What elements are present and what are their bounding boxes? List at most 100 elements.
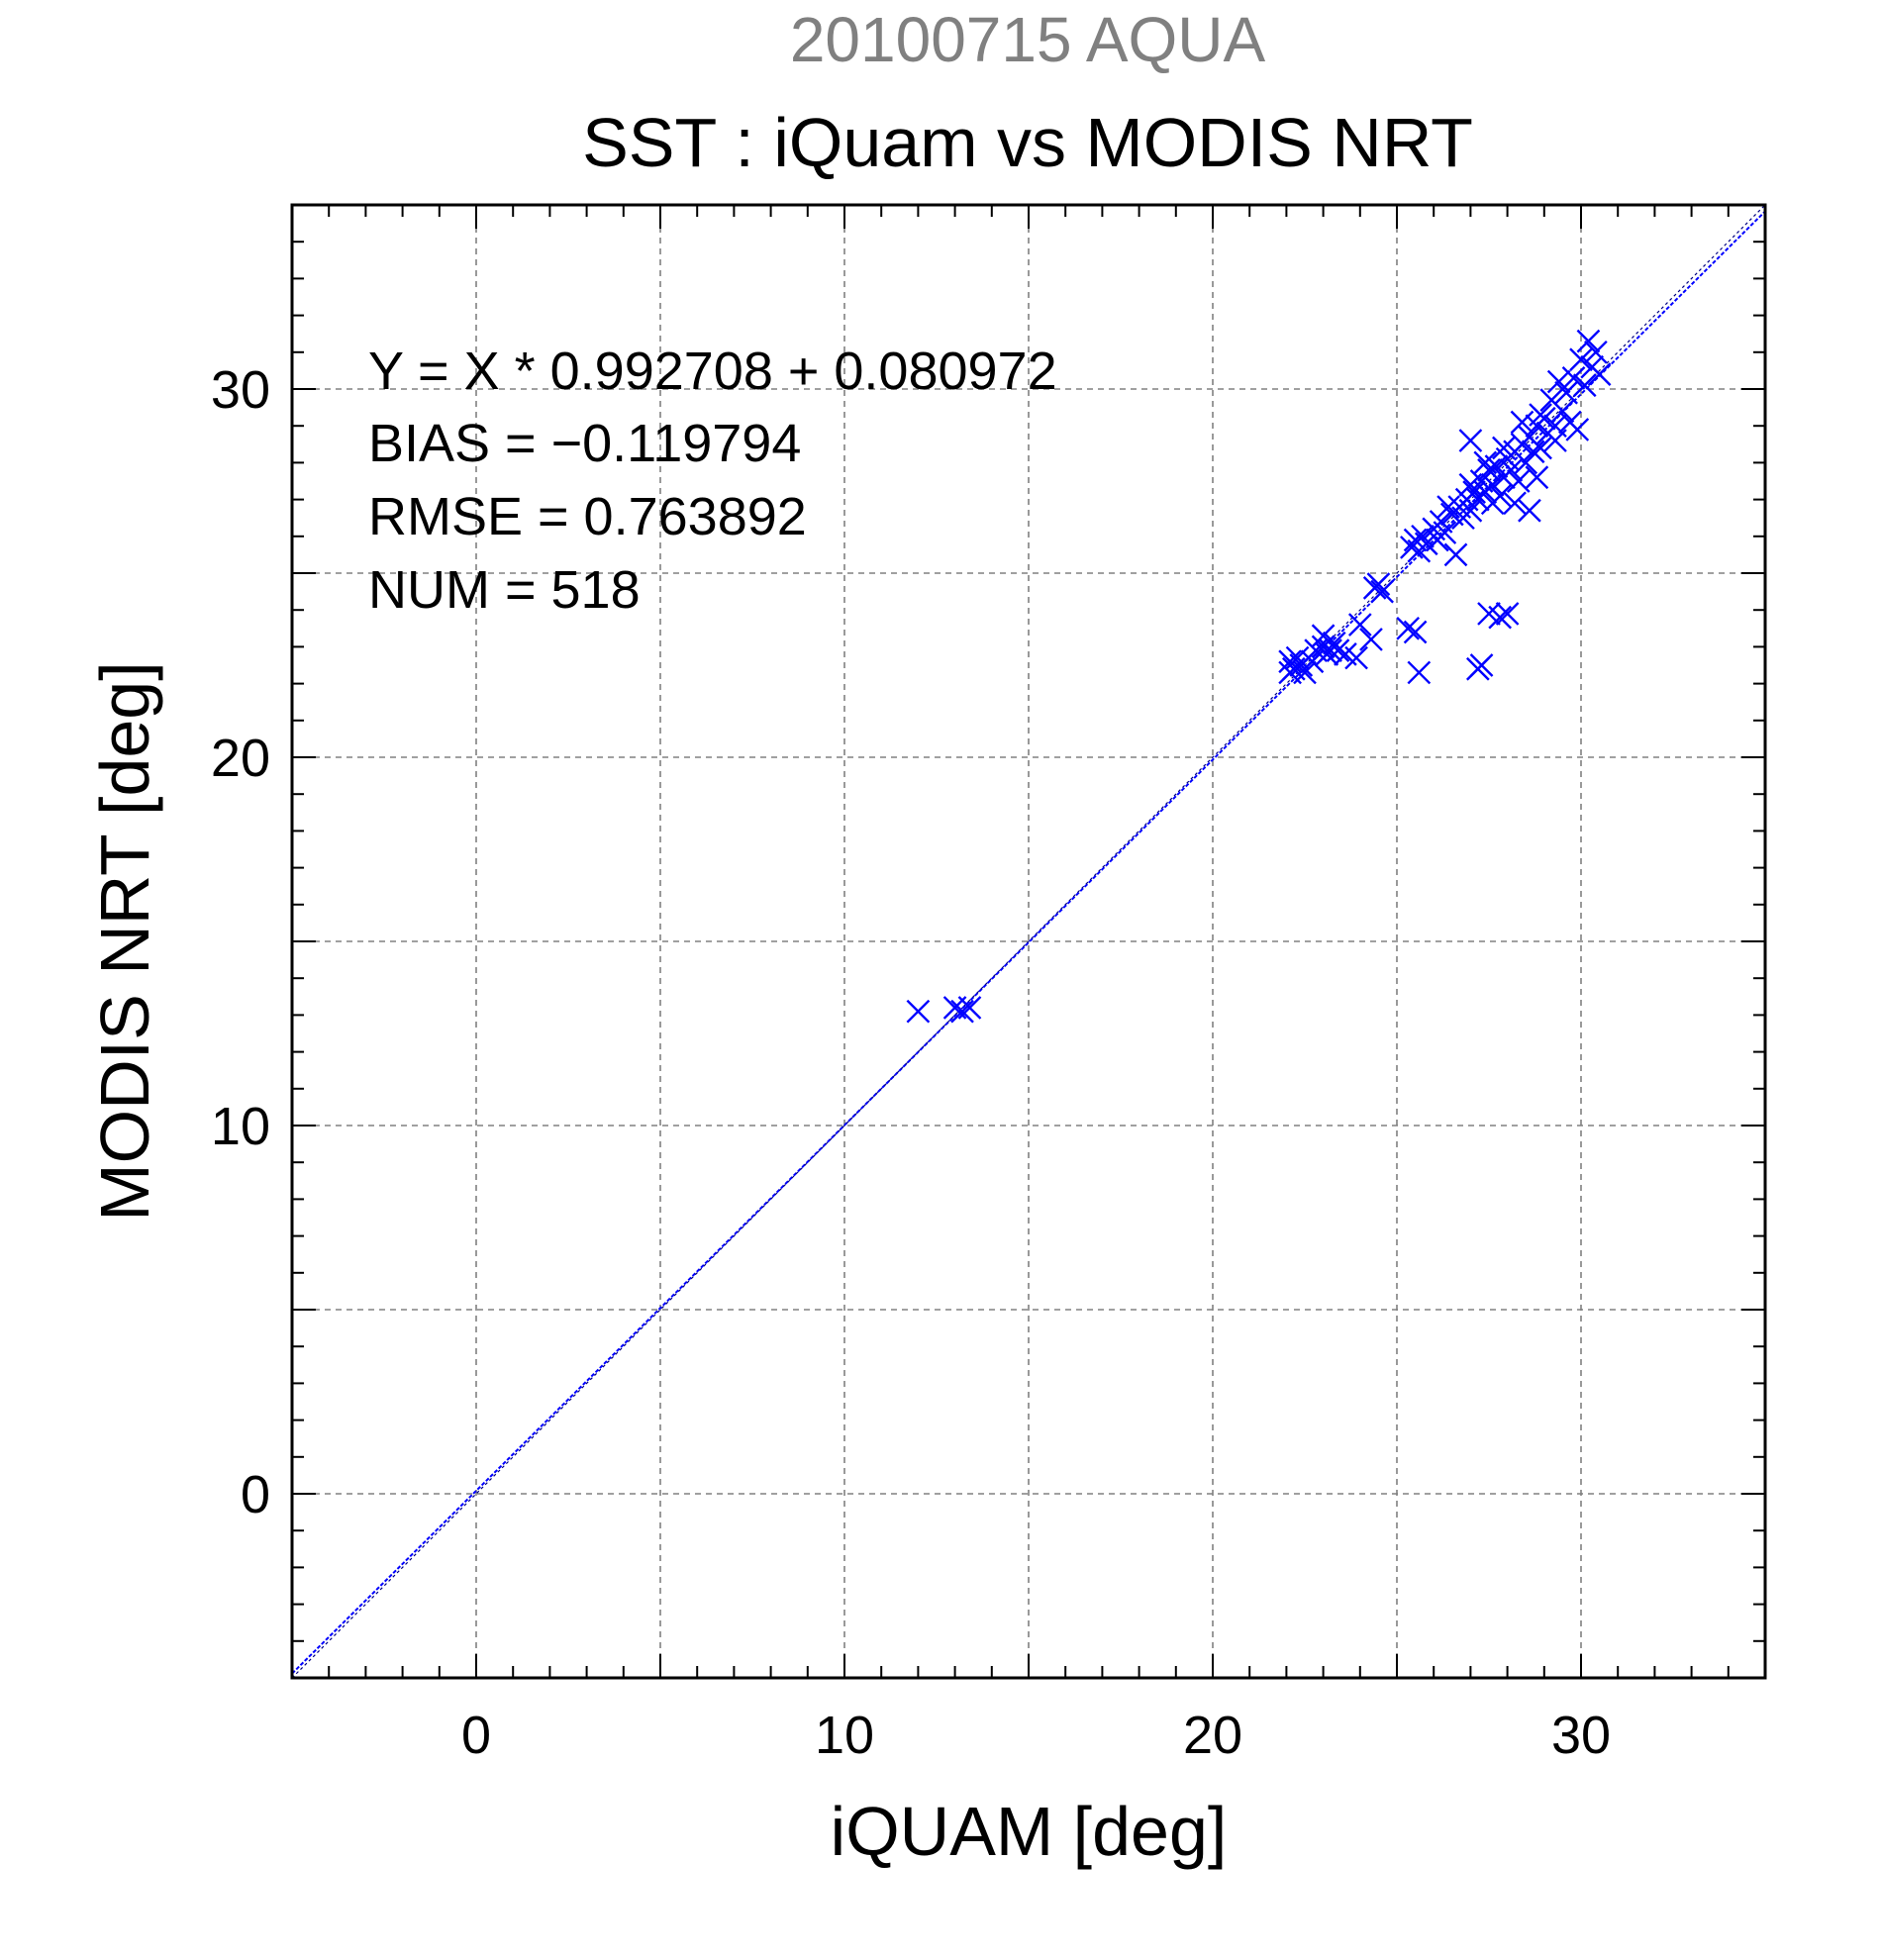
data-point-stroke	[1480, 472, 1505, 497]
data-point-stroke	[1433, 521, 1457, 544]
x-axis-label: iQUAM [deg]	[831, 1793, 1228, 1870]
data-point-stroke	[1469, 653, 1494, 677]
data-point	[1326, 638, 1350, 662]
chart-title: SST : iQuam vs MODIS NRT	[582, 104, 1473, 181]
data-point-stroke	[1518, 425, 1541, 449]
data-point-stroke	[1477, 457, 1501, 482]
data-point-stroke	[1396, 616, 1421, 640]
data-point-stroke	[1525, 465, 1549, 490]
data-point-stroke	[1403, 528, 1428, 552]
data-point-stroke	[1495, 602, 1520, 626]
stats-num: NUM = 518	[368, 560, 641, 620]
data-point-stroke	[950, 999, 974, 1024]
data-point-stroke	[1569, 347, 1593, 372]
data-point	[1480, 472, 1505, 497]
data-point	[950, 999, 974, 1024]
data-point-stroke	[1484, 454, 1509, 478]
y-tick-label: 30	[211, 360, 270, 420]
data-point	[1543, 429, 1567, 452]
data-point-stroke	[1462, 480, 1486, 505]
data-point-stroke	[1521, 440, 1545, 464]
data-point	[1525, 465, 1549, 490]
data-point	[1473, 450, 1498, 475]
data-point-stroke	[1403, 620, 1428, 644]
data-point-stroke	[1510, 410, 1534, 435]
data-point-stroke	[1587, 362, 1612, 386]
data-point	[1344, 645, 1368, 670]
major-ticks	[291, 204, 1766, 1679]
data-point	[1366, 572, 1391, 597]
data-point	[1347, 613, 1372, 637]
data-point	[1576, 329, 1601, 353]
data-point-stroke	[1554, 380, 1578, 405]
data-point-stroke	[957, 996, 982, 1020]
data-point-stroke	[1529, 403, 1552, 427]
data-point	[1529, 436, 1552, 460]
data-point	[1469, 653, 1494, 677]
data-point	[1433, 521, 1457, 544]
stats-bias: BIAS = −0.119794	[368, 414, 801, 473]
data-point-stroke	[1529, 436, 1552, 460]
data-point	[1458, 472, 1483, 497]
data-point	[1510, 410, 1534, 435]
data-point-stroke	[1576, 329, 1601, 353]
data-point-stroke	[1561, 365, 1586, 390]
data-point	[1518, 498, 1541, 523]
data-point	[1584, 340, 1608, 364]
data-point	[1587, 362, 1612, 386]
data-point	[1436, 495, 1460, 519]
data-points	[906, 329, 1612, 1024]
data-point-stroke	[1458, 429, 1483, 452]
data-point-stroke	[906, 999, 931, 1024]
x-tick-label: 10	[815, 1706, 874, 1765]
data-point-stroke	[1477, 602, 1501, 626]
data-point	[1565, 418, 1590, 441]
y-tick-labels: 0 10 20 30	[211, 360, 270, 1524]
data-point	[1506, 469, 1531, 493]
data-point-stroke	[1370, 579, 1394, 604]
data-point	[1370, 579, 1394, 604]
data-point	[1411, 524, 1435, 548]
data-point-stroke	[1319, 638, 1342, 662]
x-tick-label: 30	[1551, 1706, 1611, 1765]
data-point-stroke	[1334, 641, 1357, 666]
data-point	[1572, 373, 1597, 398]
y-axis-label: MODIS NRT [deg]	[86, 661, 163, 1221]
grid-lines	[292, 205, 1765, 1678]
data-point-stroke	[1539, 388, 1564, 413]
data-point	[1462, 480, 1486, 505]
chart-subtitle: 20100715 AQUA	[790, 4, 1266, 75]
data-point-stroke	[1326, 638, 1350, 662]
data-point	[1492, 436, 1516, 460]
data-point-stroke	[1488, 605, 1513, 630]
data-point-stroke	[1347, 613, 1372, 637]
x-tick-labels: 0 10 20 30	[461, 1706, 1611, 1765]
data-point-stroke	[1506, 469, 1531, 493]
data-point	[1396, 616, 1421, 640]
plot-frame	[290, 203, 1767, 1680]
x-tick-label: 0	[461, 1706, 491, 1765]
data-point-stroke	[1550, 399, 1575, 424]
data-point	[1529, 403, 1552, 427]
data-point-stroke	[1499, 457, 1524, 482]
data-point	[1554, 380, 1578, 405]
data-point	[1499, 457, 1524, 482]
data-point-stroke	[1285, 645, 1310, 670]
data-point-stroke	[1366, 572, 1391, 597]
data-point	[1359, 628, 1383, 651]
data-point-stroke	[1278, 649, 1302, 674]
data-point	[957, 996, 982, 1020]
data-point-stroke	[1458, 498, 1483, 523]
data-point	[1458, 429, 1483, 452]
data-point	[1285, 645, 1310, 670]
regression-line-shadow	[291, 204, 1766, 1679]
data-point-stroke	[1359, 628, 1383, 651]
data-point	[1403, 620, 1428, 644]
y-tick-label: 20	[211, 729, 270, 788]
data-point-stroke	[1443, 542, 1468, 567]
data-point-stroke	[1546, 369, 1571, 394]
data-point	[1458, 498, 1483, 523]
data-point	[1503, 491, 1527, 516]
data-point-stroke	[1572, 373, 1597, 398]
